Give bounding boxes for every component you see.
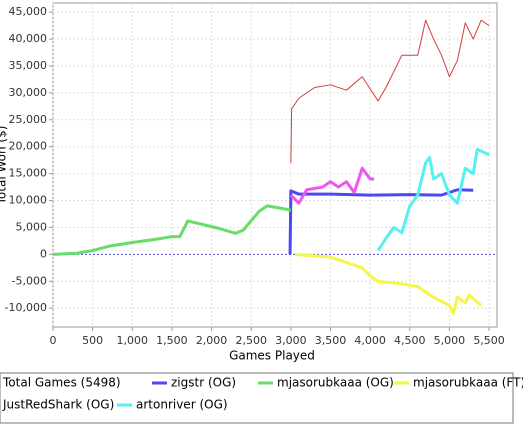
- y-tick-label: 20,000: [9, 140, 48, 153]
- x-tick-label: 4,500: [394, 334, 426, 347]
- x-tick-label: 1,000: [117, 334, 149, 347]
- legend: [0, 372, 514, 424]
- x-tick-label: 1,500: [156, 334, 188, 347]
- series-line: [294, 252, 483, 316]
- x-tick-label: 2,000: [196, 334, 228, 347]
- y-tick-label: 15,000: [9, 167, 48, 180]
- legend-label: mjasorubkaaa (FT): [413, 376, 523, 390]
- x-tick-label: 3,500: [315, 334, 347, 347]
- y-tick-label: -10,000: [5, 301, 47, 314]
- series-line: [288, 188, 474, 255]
- y-tick-label: 0: [40, 247, 47, 260]
- legend-label: artonriver (OG): [136, 398, 228, 412]
- x-tick-label: 500: [82, 334, 103, 347]
- y-tick-label: 10,000: [9, 194, 48, 207]
- y-tick-label: 25,000: [9, 113, 48, 126]
- legend-label: JustRedShark (OG): [2, 398, 114, 412]
- y-axis-label: Total Won ($): [0, 126, 9, 206]
- y-tick-label: 40,000: [9, 32, 48, 45]
- y-tick-label: -5,000: [12, 274, 47, 287]
- x-tick-label: 5,000: [434, 334, 466, 347]
- legend-label: mjasorubkaaa (OG): [277, 376, 394, 390]
- y-tick-label: 30,000: [9, 86, 48, 99]
- series-line: [52, 204, 292, 256]
- x-tick-label: 2,500: [235, 334, 267, 347]
- y-tick-label: 5,000: [16, 220, 48, 233]
- y-tick-label: 35,000: [9, 59, 48, 72]
- x-tick-label: 3,000: [275, 334, 307, 347]
- x-tick-label: 5,500: [473, 334, 505, 347]
- x-tick-label: 0: [50, 334, 57, 347]
- x-axis-label: Games Played: [229, 349, 315, 363]
- series-line: [376, 147, 490, 252]
- y-tick-label: 45,000: [9, 5, 48, 18]
- plot-area: [52, 2, 498, 328]
- series-line: [290, 19, 490, 163]
- legend-items: Total Games (5498) zigstr (OG) mjasorubka…: [2, 376, 523, 412]
- legend-label: zigstr (OG): [171, 376, 236, 390]
- legend-title: Total Games (5498): [2, 376, 121, 390]
- series-line: [289, 166, 375, 205]
- x-tick-label: 4,000: [354, 334, 386, 347]
